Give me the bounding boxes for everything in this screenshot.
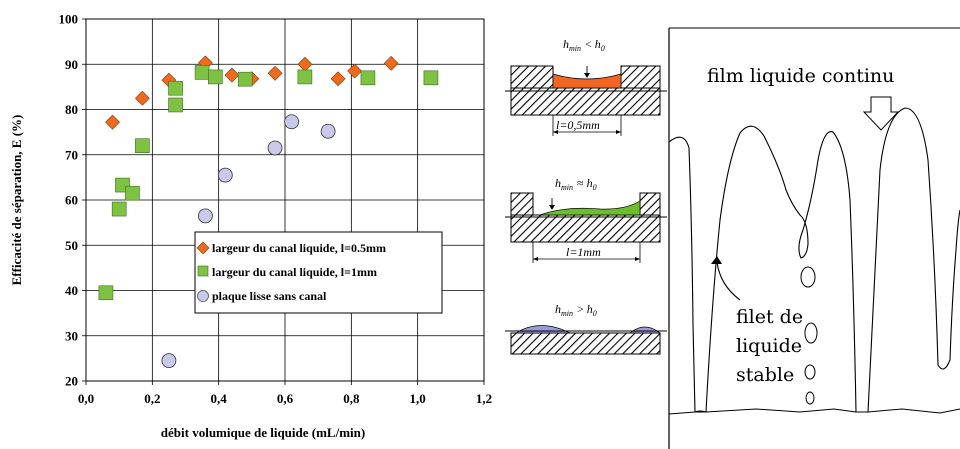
legend-box [194, 231, 443, 314]
data-point-series-1 [134, 90, 150, 106]
arrow-head [584, 73, 590, 78]
diagram-smooth-plate: hmin > h0 [505, 302, 667, 355]
y-tick-label: 100 [59, 12, 79, 27]
data-point-series-1 [267, 65, 283, 81]
data-point-series-2 [135, 138, 150, 153]
data-point-series-3 [161, 353, 177, 369]
dim-arrow-right [635, 257, 640, 261]
droplet [804, 364, 816, 380]
filet-label-line-3: stable [736, 364, 794, 386]
legend-square-marker [197, 265, 209, 277]
x-tick-label: 0,6 [277, 391, 294, 406]
data-point-series-3 [284, 114, 300, 130]
data-point-series-2 [237, 71, 253, 87]
plate-right-block [620, 65, 661, 89]
data-point-series-1 [224, 67, 240, 83]
droplet-left [514, 325, 571, 334]
data-point-series-2 [194, 65, 210, 80]
plate-right-block [639, 192, 661, 216]
hmin-label: hmin > h0 [555, 302, 597, 318]
channel-diagrams: hmin < h0 l=0,5mm hmin ≈ h0 l=1mm [505, 37, 667, 355]
film-label: film liquide continu [707, 65, 894, 87]
liquid-meniscus [552, 73, 622, 89]
legend-label-series-1: largeur du canal liquide, l=0.5mm [212, 241, 386, 255]
legend-label-series-3: plaque lisse sans canal [212, 289, 327, 303]
data-point-series-1 [105, 114, 120, 130]
data-point-series-2 [111, 201, 127, 217]
baseline-edge [668, 408, 960, 415]
y-tick-label: 50 [65, 238, 78, 253]
hmin-label: hmin < h0 [563, 37, 605, 53]
y-axis-label: Efficacité de séparation, E (%) [9, 115, 24, 286]
dim-arrow-left [553, 130, 558, 134]
diagram-narrow-channel: hmin < h0 l=0,5mm [505, 37, 667, 136]
pointer-arrow-head [711, 256, 722, 264]
plate-base [510, 87, 661, 116]
liquid-film [539, 200, 641, 216]
droplet-right [629, 326, 661, 334]
y-tick-label: 90 [65, 57, 78, 72]
scatter-chart: 20 30 40 50 60 70 80 90 100 0,0 0,2 0,4 0,6 0,8 1,0 1,… [9, 12, 492, 441]
data-point-series-2 [125, 185, 140, 201]
hmin-label: hmin ≈ h0 [555, 176, 597, 192]
width-label: l=0,5mm [556, 118, 600, 132]
rivulet-outline [668, 107, 960, 413]
filet-label-line-2: liquide [736, 335, 802, 357]
data-point-series-2 [423, 70, 439, 86]
data-point-series-2 [168, 80, 183, 96]
x-tick-label: 0,2 [144, 391, 160, 406]
arrow-head [549, 205, 555, 210]
data-point-series-1 [383, 55, 399, 71]
x-tick-label: 1,2 [476, 391, 492, 406]
dim-arrow-right [616, 130, 621, 134]
down-arrow [862, 96, 900, 131]
data-point-series-2 [98, 285, 114, 301]
width-label: l=1mm [566, 245, 601, 259]
data-point-series-2 [360, 70, 376, 86]
diagram-wide-channel: hmin ≈ h0 l=1mm [505, 176, 667, 263]
data-point-series-2 [297, 69, 313, 85]
data-point-series-3 [217, 167, 233, 183]
data-points [98, 55, 439, 369]
y-tick-label: 40 [65, 283, 78, 298]
y-tick-label: 30 [65, 328, 78, 343]
plate-left-block [510, 192, 534, 216]
legend: largeur du canal liquide, l=0.5mm largeu… [194, 231, 443, 314]
dim-arrow-left [533, 257, 538, 261]
data-point-series-3 [197, 208, 213, 224]
x-tick-label: 0,8 [343, 391, 360, 406]
data-point-series-3 [267, 140, 283, 156]
legend-circle-marker [197, 290, 209, 302]
data-point-series-3 [320, 123, 336, 139]
filet-label-line-1: filet de [736, 306, 803, 328]
legend-diamond-marker [196, 241, 210, 255]
droplet [805, 391, 815, 405]
plate-base [510, 332, 661, 355]
x-tick-label: 0,4 [211, 391, 228, 406]
y-tick-label: 60 [65, 193, 78, 208]
y-tick-label: 20 [65, 374, 78, 389]
curved-pointer-arrow [716, 261, 741, 301]
y-tick-label: 80 [65, 102, 78, 117]
x-tick-label: 0,0 [78, 391, 94, 406]
x-tick-label: 1,0 [410, 391, 426, 406]
y-tick-label: 70 [65, 147, 78, 162]
droplet [804, 322, 818, 344]
plate-base [510, 214, 661, 243]
legend-label-series-2: largeur du canal liquide, l=1mm [212, 265, 377, 279]
x-tick-labels: 0,0 0,2 0,4 0,6 0,8 1,0 1,2 [78, 391, 492, 406]
droplet [800, 266, 816, 288]
data-point-series-1 [347, 63, 363, 79]
x-axis-label: débit volumique de liquide (mL/min) [161, 425, 365, 440]
y-tick-labels: 20 30 40 50 60 70 80 90 100 [59, 12, 79, 389]
data-point-series-2 [208, 69, 223, 85]
plate-left-block [510, 65, 554, 89]
data-point-series-1 [330, 71, 346, 87]
data-point-series-2 [168, 97, 183, 113]
liquid-film-drawing: film liquide continu filet de liquide st… [668, 27, 960, 449]
